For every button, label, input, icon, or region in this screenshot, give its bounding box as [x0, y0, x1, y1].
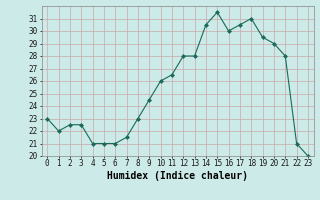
X-axis label: Humidex (Indice chaleur): Humidex (Indice chaleur) — [107, 171, 248, 181]
